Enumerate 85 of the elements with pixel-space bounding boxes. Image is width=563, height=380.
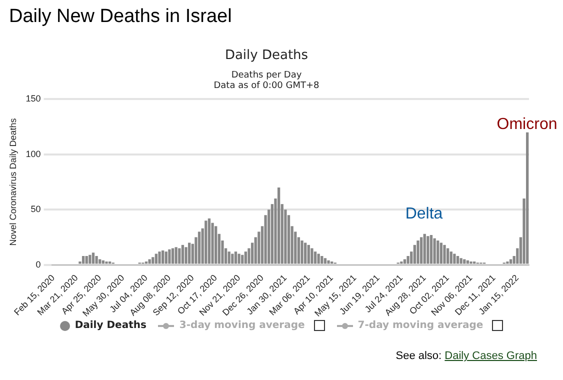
y-tick-label: 100 <box>26 148 41 159</box>
bar <box>453 254 456 264</box>
bar <box>460 258 462 264</box>
bar <box>238 254 240 264</box>
text: See also: <box>396 350 442 362</box>
bar <box>430 234 433 264</box>
bar <box>330 261 334 264</box>
bar <box>324 258 327 264</box>
bar <box>456 256 460 264</box>
y-tick-label: 150 <box>26 94 41 104</box>
bar <box>148 259 151 264</box>
y-tick-label: 0 <box>36 259 41 270</box>
bar <box>327 260 330 264</box>
bar <box>98 259 102 264</box>
legend-label: 7-day moving average <box>358 320 484 331</box>
bar <box>472 261 476 264</box>
chart-subtitle: Daily Deaths <box>224 48 308 64</box>
bar <box>208 218 211 264</box>
y-tick-label: 50 <box>30 204 41 214</box>
bar <box>204 220 208 264</box>
bar <box>400 261 403 264</box>
text: Data as of 0:00 GMT+8 <box>214 81 320 92</box>
bar <box>152 257 154 264</box>
bar <box>214 226 218 264</box>
legend-label: Daily Deaths <box>74 320 146 331</box>
bar <box>198 232 201 264</box>
bar <box>420 237 423 264</box>
bar <box>426 236 430 264</box>
bar <box>108 261 112 264</box>
bar <box>234 252 238 264</box>
bar <box>244 252 247 264</box>
bar <box>85 256 88 264</box>
bar <box>154 254 158 264</box>
bar <box>423 234 426 264</box>
bar <box>320 256 324 264</box>
bar <box>509 259 512 264</box>
annotation: Omicron <box>496 116 558 134</box>
bar <box>314 252 317 264</box>
text: Daily Cases Graph <box>444 350 537 362</box>
bar <box>307 244 310 264</box>
bar <box>105 261 108 264</box>
bar <box>162 250 164 264</box>
bar <box>178 248 181 264</box>
bar <box>92 252 95 264</box>
chart-title: Daily New Deaths in Israel <box>9 6 232 28</box>
bar <box>144 261 148 264</box>
bar <box>450 252 452 264</box>
bar <box>506 261 509 264</box>
bar <box>317 254 320 264</box>
annotation: Delta <box>405 205 443 222</box>
bar <box>88 254 92 264</box>
bar <box>433 238 436 264</box>
bar <box>406 256 410 264</box>
bar <box>102 260 105 264</box>
bar <box>413 244 416 264</box>
y-axis-title: Novel Coronavirus Daily Deaths <box>8 118 18 246</box>
bar <box>436 240 440 264</box>
bar <box>164 252 168 264</box>
bar <box>440 242 443 264</box>
bar <box>310 248 314 264</box>
bar <box>171 248 174 264</box>
bar <box>241 254 244 264</box>
bar <box>168 249 171 264</box>
bar <box>443 244 446 264</box>
bar <box>174 247 178 264</box>
bar <box>403 259 406 264</box>
bar <box>95 256 98 264</box>
bar <box>466 260 470 264</box>
bar <box>231 254 234 264</box>
bar <box>188 242 191 264</box>
bar <box>526 132 529 264</box>
bar <box>304 242 307 264</box>
bar <box>211 222 214 264</box>
bar <box>300 240 304 264</box>
bar <box>463 259 466 264</box>
text: Deaths per Day <box>231 70 302 80</box>
bar <box>446 248 450 264</box>
bar <box>416 240 420 264</box>
bar <box>277 188 280 264</box>
bar <box>181 244 184 264</box>
bar <box>82 256 85 264</box>
legend-label: 3-day moving average <box>179 320 305 331</box>
bar <box>470 261 472 264</box>
bar <box>158 252 161 264</box>
bar <box>228 252 230 264</box>
